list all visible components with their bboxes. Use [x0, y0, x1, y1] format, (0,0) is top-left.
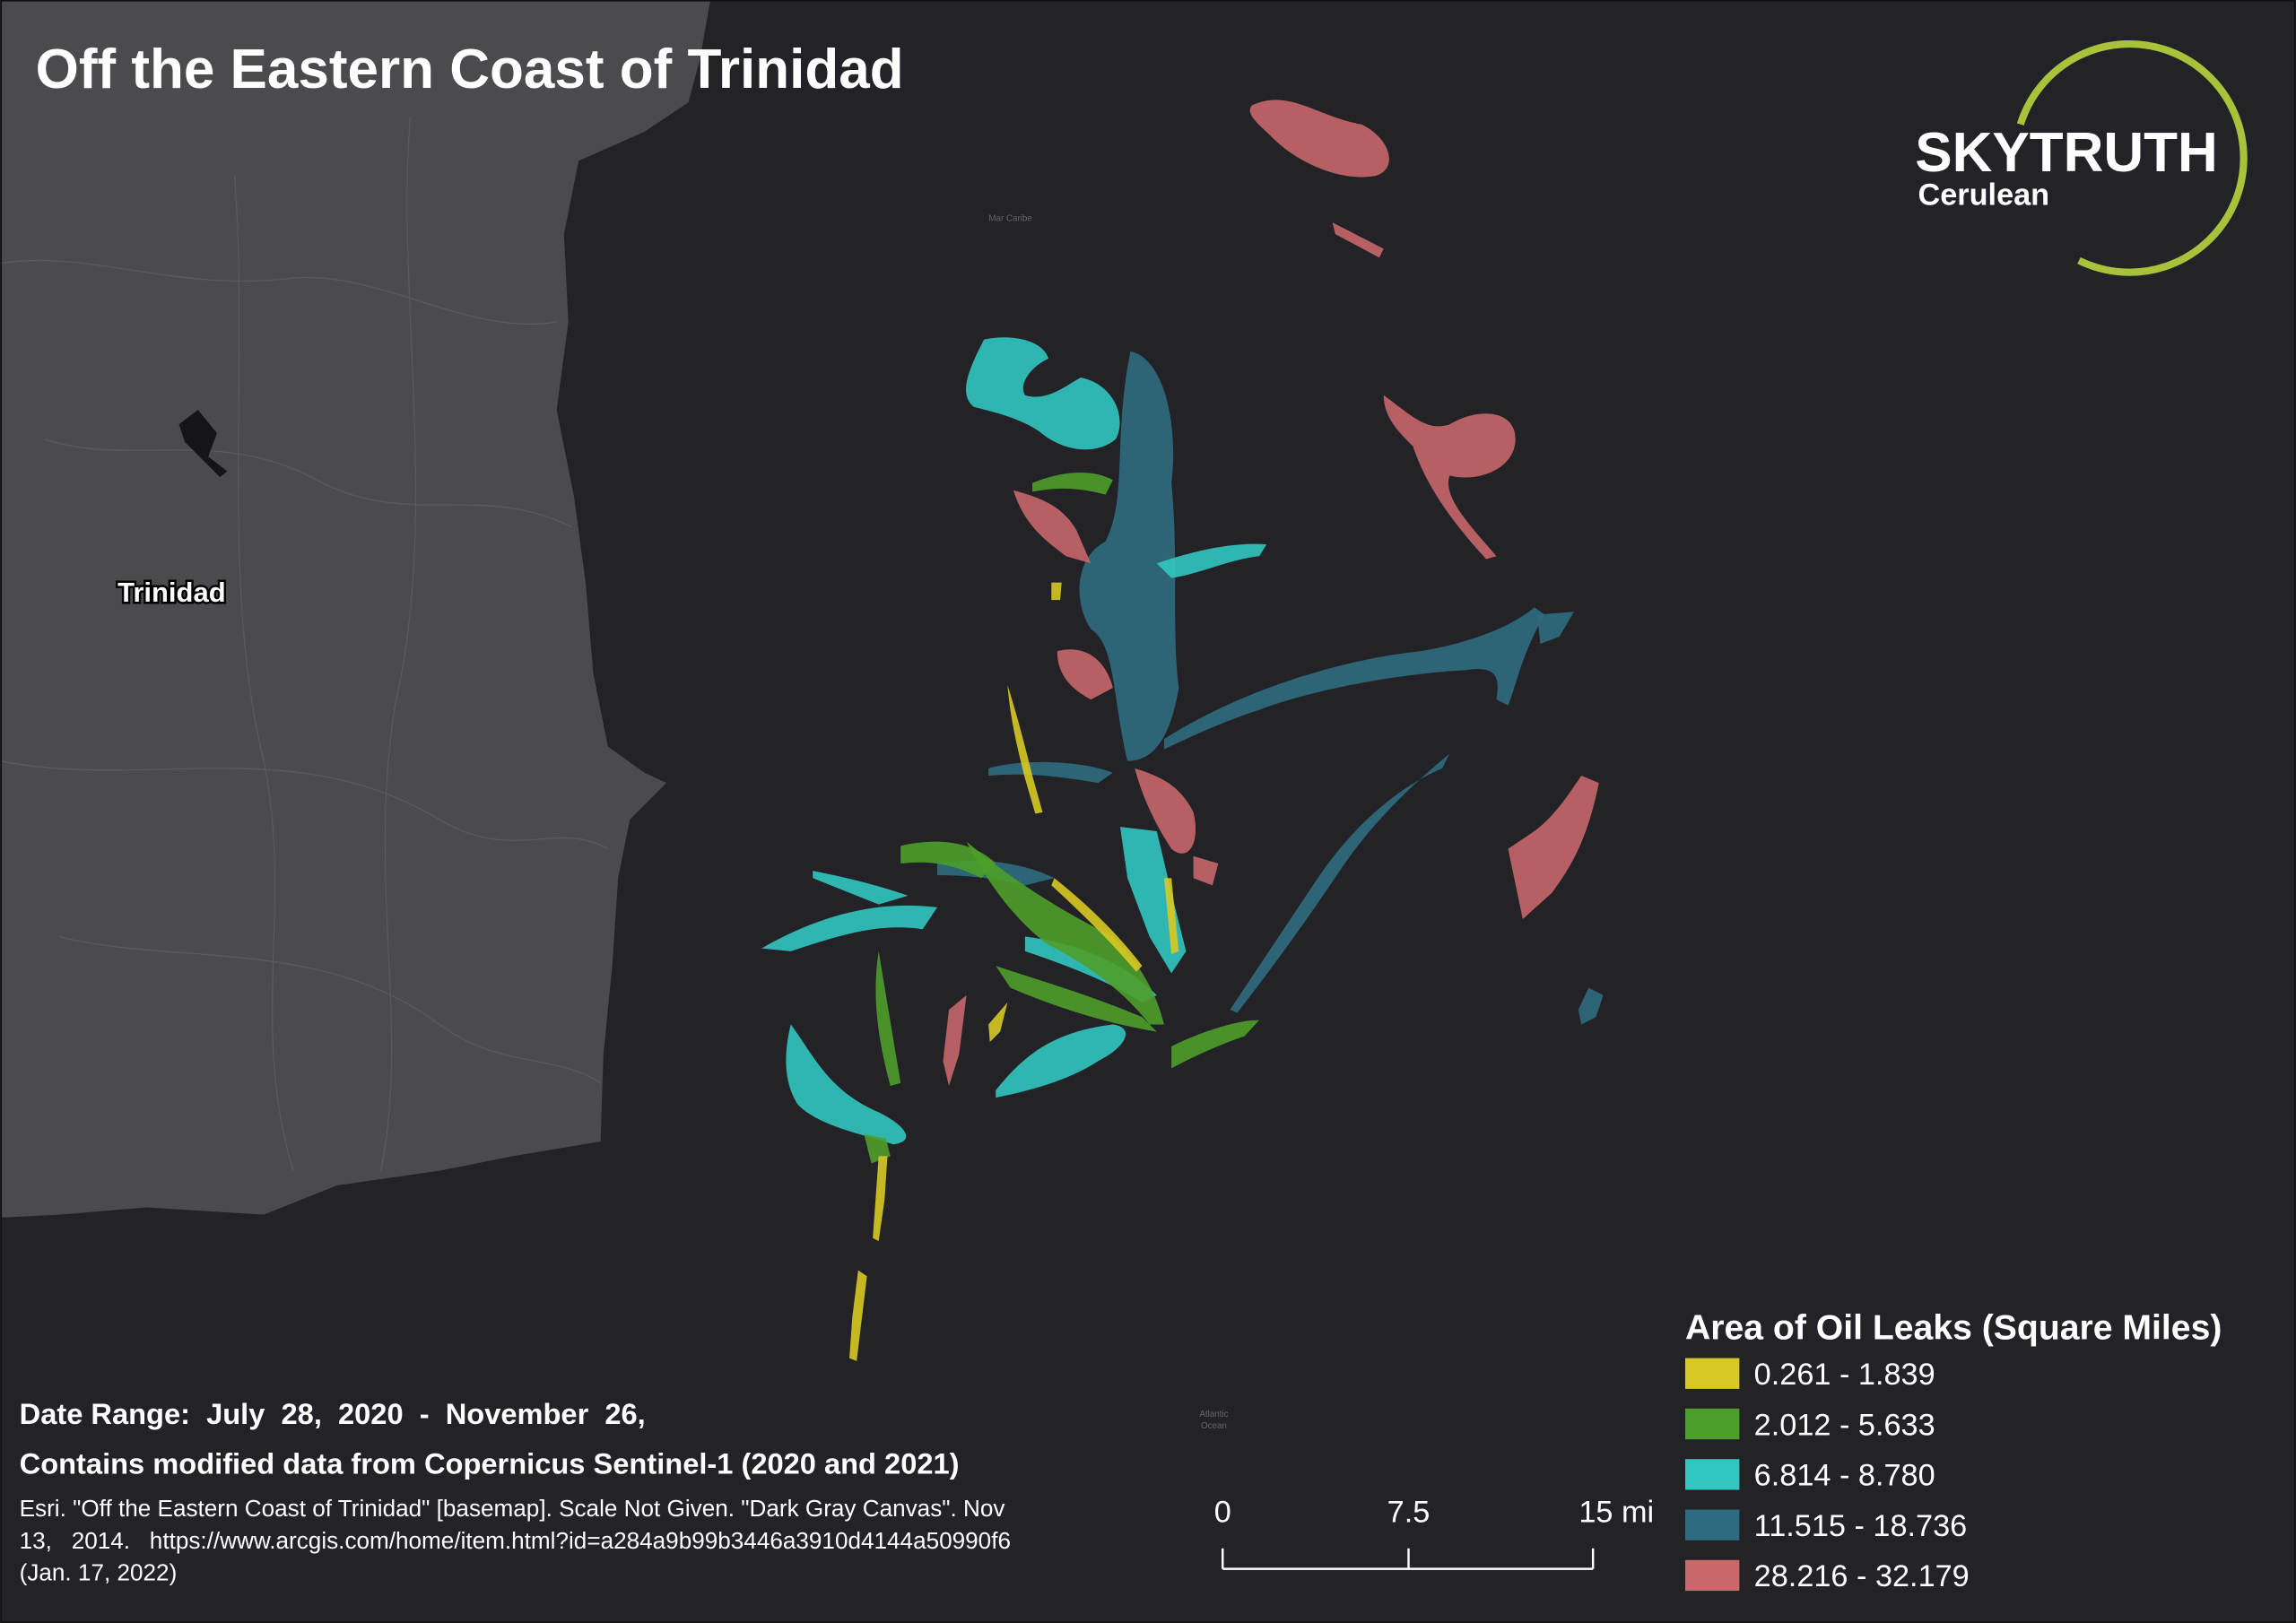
scale-label: 7.5 — [1387, 1495, 1431, 1529]
oil-slick — [1119, 827, 1187, 974]
oil-slick — [988, 761, 1113, 784]
oil-slick — [873, 1156, 888, 1242]
oil-slick — [1051, 878, 1143, 972]
oil-slick — [966, 841, 1164, 1025]
oil-slick — [1578, 987, 1604, 1025]
oil-slicks — [761, 100, 1604, 1361]
scale-bar — [1222, 1548, 1595, 1570]
oil-slick — [943, 994, 967, 1087]
legend-label: 11.515 - 18.736 — [1754, 1509, 1968, 1543]
oil-slick — [1156, 543, 1267, 578]
oil-slick — [1383, 395, 1516, 560]
trinidad-land — [0, 0, 711, 1218]
oil-slick — [1079, 351, 1179, 761]
roads — [0, 117, 609, 1171]
scale-label: 15 mi — [1578, 1495, 1654, 1529]
citation-line: Esri. "Off the Eastern Coast of Trinidad… — [20, 1495, 1005, 1522]
land-label: Trinidad — [117, 577, 226, 608]
reservoir — [178, 409, 228, 478]
oil-slick — [1057, 649, 1113, 700]
legend-label: 6.814 - 8.780 — [1754, 1459, 1935, 1493]
legend-swatch — [1684, 1559, 1740, 1592]
legend-label: 2.012 - 5.633 — [1754, 1408, 1935, 1442]
citation-line: 13, 2014. https://www.arcgis.com/home/it… — [20, 1527, 1011, 1554]
road — [380, 117, 417, 1171]
oil-slick — [988, 1002, 1008, 1043]
legend-label: 0.261 - 1.839 — [1754, 1358, 1935, 1392]
road — [58, 935, 601, 1084]
oil-slick — [1013, 490, 1091, 564]
oil-slick — [966, 337, 1120, 450]
legend-swatch — [1684, 1408, 1740, 1440]
road — [0, 259, 557, 325]
road — [233, 175, 294, 1171]
oil-slick — [1163, 607, 1545, 750]
sea-label: Atlantic — [1199, 1410, 1228, 1419]
legend-label: 28.216 - 32.179 — [1754, 1559, 1970, 1593]
oil-slick — [849, 1270, 867, 1361]
oil-slick — [1007, 684, 1043, 814]
oil-slick — [1537, 612, 1574, 645]
oil-slick — [1193, 855, 1219, 886]
oil-slick — [996, 966, 1157, 1032]
oil-slick — [1051, 582, 1062, 601]
oil-slick — [1230, 753, 1450, 1013]
oil-slick — [1332, 222, 1384, 258]
legend-swatch — [1684, 1509, 1740, 1541]
citation-line: (Jan. 17, 2022) — [20, 1559, 178, 1586]
sea-label: Ocean — [1201, 1421, 1227, 1431]
oil-slick — [1249, 100, 1389, 178]
source: Contains modified data from Copernicus S… — [20, 1447, 960, 1480]
legend-swatch — [1684, 1459, 1740, 1490]
logo-name: SKYTRUTH — [1915, 122, 2218, 184]
oil-slick — [1171, 1020, 1260, 1069]
oil-slick — [1032, 473, 1113, 495]
oil-slick — [875, 950, 901, 1087]
title: Off the Eastern Coast of Trinidad — [36, 39, 904, 100]
logo-ring — [2016, 39, 2248, 276]
oil-slick — [1163, 878, 1179, 955]
legend-swatch — [1684, 1358, 1740, 1389]
oil-slick — [1508, 776, 1599, 919]
road — [0, 760, 609, 850]
logo-subtitle: Cerulean — [1918, 178, 2049, 212]
road — [44, 438, 572, 528]
date-range: Date Range: July 28, 2020 - November 26, — [20, 1397, 646, 1430]
logo: SKYTRUTH Cerulean — [1915, 39, 2248, 276]
sea-label: Mar Caribe — [988, 213, 1031, 223]
scale-label: 0 — [1214, 1495, 1231, 1529]
legend-title: Area of Oil Leaks (Square Miles) — [1685, 1308, 2222, 1347]
oil-slick — [996, 1024, 1126, 1098]
oil-slick — [761, 905, 937, 951]
oil-slick — [1135, 768, 1196, 854]
legend: 0.261 - 1.839 2.012 - 5.633 6.814 - 8.780 1… — [1684, 1358, 1970, 1593]
oil-slick — [813, 871, 909, 905]
oil-slick — [786, 1024, 907, 1145]
